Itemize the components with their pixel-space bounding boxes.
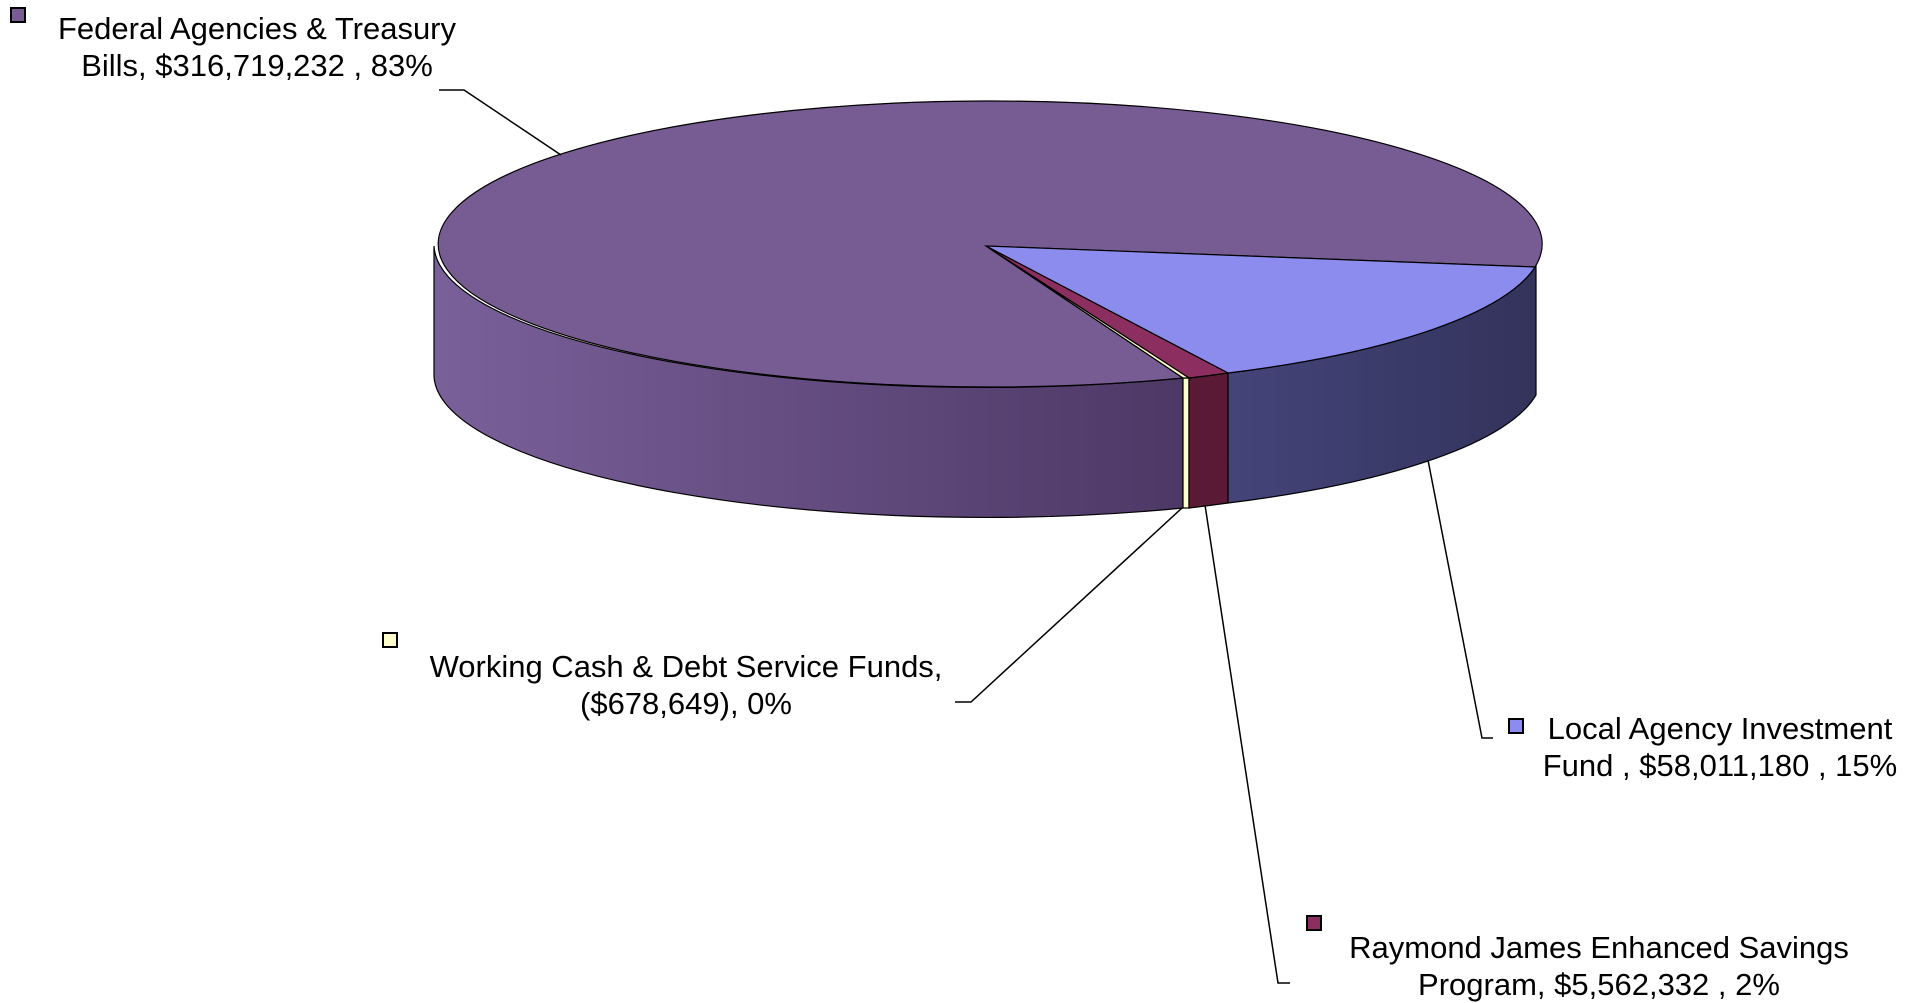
data-label-raymond-james-line2: Program, $5,562,332 , 2% xyxy=(1418,967,1780,1002)
data-label-local-agency-line1: Local Agency Investment xyxy=(1547,711,1893,746)
pie-slice-working-cash xyxy=(985,245,1192,379)
data-label-federal-line1: Federal Agencies & Treasury xyxy=(57,11,457,46)
data-label-raymond-james-line1: Raymond James Enhanced Savings xyxy=(1349,930,1849,965)
data-label-raymond-james: Raymond James Enhanced Savings Program, … xyxy=(1334,929,1864,1003)
data-label-federal-line2: Bills, $316,719,232 , 83% xyxy=(81,48,433,83)
legend-key-raymond-james xyxy=(1306,915,1322,931)
data-label-working-cash-line2: ($678,649), 0% xyxy=(580,686,792,721)
legend-key-working-cash xyxy=(382,632,398,648)
leader-line-federal xyxy=(439,89,562,156)
pie-slice-federal xyxy=(437,100,1543,388)
pie-slice-local-agency xyxy=(985,245,1537,374)
leader-line-raymond-james xyxy=(1204,504,1290,984)
legend-key-local-agency xyxy=(1508,718,1524,734)
pie-side-working-cash xyxy=(1182,377,1190,509)
leader-line-working-cash xyxy=(955,507,1183,703)
data-label-working-cash: Working Cash & Debt Service Funds, ($678… xyxy=(416,648,956,722)
legend-key-federal xyxy=(10,7,26,23)
data-label-local-agency-line2: Fund , $58,011,180 , 15% xyxy=(1542,748,1898,783)
leader-line-local-agency xyxy=(1427,459,1493,739)
pie-side-raymond-james xyxy=(1188,372,1229,509)
data-label-local-agency: Local Agency Investment Fund , $58,011,1… xyxy=(1532,710,1908,784)
data-label-working-cash-line1: Working Cash & Debt Service Funds, xyxy=(429,649,943,684)
data-label-federal: Federal Agencies & Treasury Bills, $316,… xyxy=(38,10,476,84)
